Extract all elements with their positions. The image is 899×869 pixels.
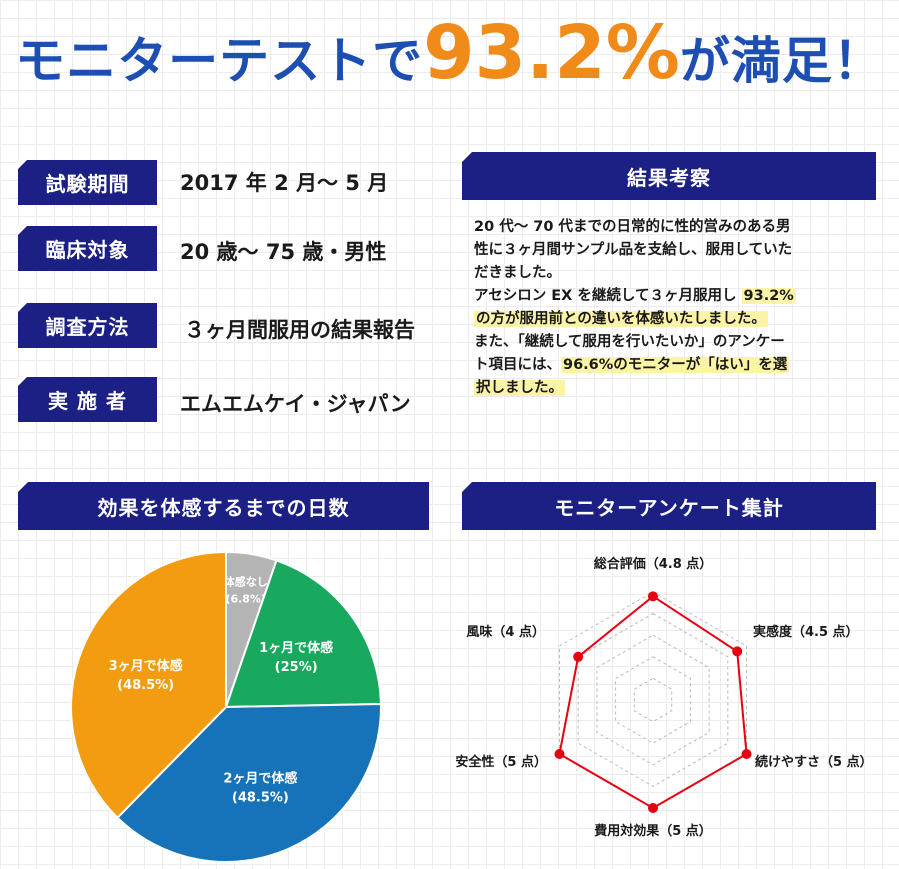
pie-slice-2	[116, 702, 382, 863]
pie-heading: 効果を体感するまでの日数	[18, 482, 429, 530]
analysis-line-3: だきました。	[474, 265, 561, 281]
radar-point-4	[554, 749, 565, 759]
radar-point-5	[573, 651, 584, 662]
analysis-heading: 結果考察	[462, 152, 876, 200]
radar-ring-2	[615, 656, 691, 744]
radar-ring-5	[558, 591, 748, 809]
test-period-label: 試験期間	[18, 160, 157, 205]
pie-label-3: 3ヶ月で体感	[109, 658, 183, 674]
pie-value-label-0: (6.8%)	[225, 592, 266, 605]
analysis-line-1: 20 代〜 70 代までの日常的に性的営みのある男	[474, 219, 791, 235]
radar-axis-label-5: 風味（4 点）	[466, 624, 545, 640]
pie-slice-3	[70, 550, 227, 820]
radar-ring-4	[577, 613, 729, 787]
pie-label-1: 1ヶ月で体感	[259, 640, 333, 656]
radar-axis-label-1: 実感度（4.5 点）	[753, 624, 859, 640]
radar-point-0	[648, 591, 658, 602]
headline-percent: 93.2%	[423, 10, 680, 96]
test-period-value: 2017 年 2 月〜 5 月	[180, 171, 389, 195]
radar-ring-1	[633, 677, 673, 723]
pie-label-2: 2ヶ月で体感	[223, 771, 297, 787]
headline: モニターテストで93.2%が満足！	[0, 10, 899, 105]
pie-slice-1	[224, 559, 382, 709]
radar-ring-3	[596, 634, 710, 766]
headline-prefix: モニターテストで	[15, 32, 424, 90]
radar-value-line	[558, 595, 748, 810]
clinical-subject-value: 20 歳〜 75 歳・男性	[180, 240, 387, 264]
analysis-highlight-96: 96.6%のモニターが「はい」を選	[561, 357, 790, 373]
clinical-subject-label: 臨床対象	[18, 226, 157, 271]
analysis-line-5: の方が服用前との違いを体感いたしました。	[474, 308, 866, 331]
radar-axis-label-2: 続けやすさ（5 点）	[755, 754, 873, 770]
radar-point-3	[648, 803, 658, 813]
headline-suffix: が満足！	[679, 32, 884, 90]
analysis-line-4: アセシロン EX を継続して３ヶ月服用し 93.2%	[474, 285, 866, 308]
analysis-highlight-chose: 択しました。	[474, 380, 565, 396]
analysis-text: 20 代〜 70 代までの日常的に性的営みのある男 性に３ヶ月間サンプル品を支給…	[474, 216, 866, 400]
survey-method-label: 調査方法	[18, 303, 157, 348]
radar-axis-label-4: 安全性（5 点）	[455, 754, 547, 770]
analysis-line-8: 択しました。	[474, 377, 866, 400]
radar-axis-label-3: 費用対効果（5 点）	[594, 823, 712, 839]
pie-label-0: 体感なし	[224, 574, 268, 588]
radar-point-2	[741, 749, 752, 759]
pie-value-label-1: (25%)	[275, 660, 318, 675]
analysis-line-7: ト項目には、 96.6%のモニターが「はい」を選	[474, 354, 866, 377]
analysis-line-2: 性に３ヶ月間サンプル品を支給し、服用していた	[474, 242, 793, 258]
conductor-value: エムエムケイ・ジャパン	[180, 392, 411, 416]
pie-value-label-3: (48.5%)	[117, 678, 174, 693]
pie-slice-0	[225, 550, 278, 708]
pie-value-label-2: (48.5%)	[232, 791, 289, 806]
survey-method-value: ３ヶ月間服用の結果報告	[184, 318, 415, 342]
analysis-line-4-text: アセシロン EX を継続して３ヶ月服用し	[474, 288, 742, 304]
conductor-label: 実 施 者	[18, 377, 157, 422]
radar-axis-label-0: 総合評価（4.8 点）	[594, 556, 713, 572]
radar-heading: モニターアンケート集計	[462, 482, 876, 530]
analysis-line-6: また、「継続して服用を行いたいか」のアンケー	[474, 334, 785, 350]
analysis-highlight-93: 93.2%	[741, 288, 796, 304]
analysis-line-7-text: ト項目には、	[474, 357, 561, 373]
analysis-highlight-experience: の方が服用前との違いを体感いたしました。	[474, 311, 768, 327]
radar-point-1	[732, 646, 743, 657]
